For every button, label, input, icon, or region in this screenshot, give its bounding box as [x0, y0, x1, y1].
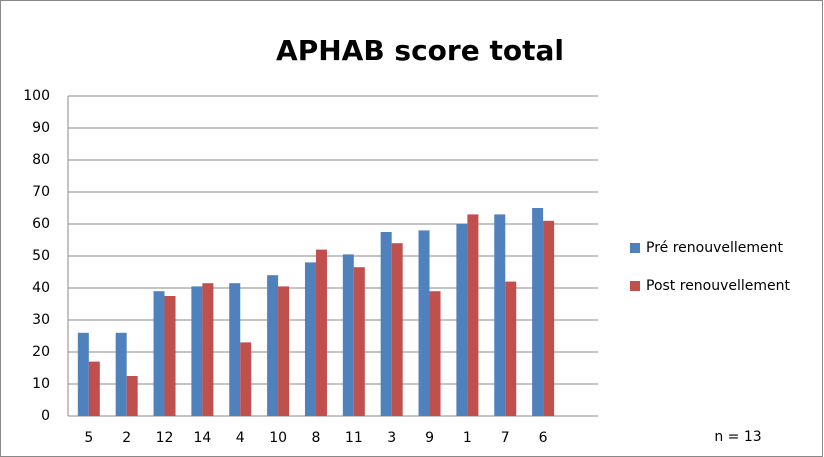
- y-tick-label: 90: [32, 120, 50, 136]
- bar: [115, 332, 127, 416]
- x-tick-label: 9: [425, 430, 434, 446]
- bar: [315, 249, 327, 416]
- x-tick-label: 2: [122, 430, 131, 446]
- bar: [380, 232, 392, 416]
- annotation: n = 13: [714, 429, 761, 445]
- bar: [505, 281, 517, 416]
- y-tick-label: 50: [32, 248, 50, 264]
- x-tick-label: 5: [84, 430, 93, 446]
- bar: [229, 283, 241, 416]
- y-tick-label: 20: [32, 344, 50, 360]
- bar: [164, 296, 176, 416]
- x-tick-label: 7: [501, 430, 510, 446]
- y-tick-label: 30: [32, 312, 50, 328]
- legend-label: Post renouvellement: [646, 278, 791, 294]
- legend-label: Pré renouvellement: [646, 240, 783, 256]
- bar: [353, 267, 365, 416]
- y-tick-label: 0: [41, 408, 50, 424]
- legend-swatch: [630, 243, 640, 253]
- x-tick-label: 14: [193, 430, 211, 446]
- bar: [278, 286, 290, 416]
- y-tick-label: 10: [32, 376, 50, 392]
- bar: [467, 214, 479, 416]
- legend-swatch: [630, 281, 640, 291]
- x-tick-label: 6: [539, 430, 548, 446]
- bar: [456, 224, 468, 416]
- x-tick-label: 4: [236, 430, 245, 446]
- x-tick-label: 8: [312, 430, 321, 446]
- y-tick-label: 100: [23, 88, 50, 104]
- chart-title: APHAB score total: [276, 34, 564, 67]
- bar: [304, 262, 316, 416]
- y-tick-label: 70: [32, 184, 50, 200]
- bar: [202, 283, 214, 416]
- bar: [88, 361, 100, 416]
- y-tick-label: 60: [32, 216, 50, 232]
- bar: [153, 291, 165, 416]
- x-tick-label: 10: [269, 430, 287, 446]
- bar: [429, 291, 441, 416]
- bar: [543, 220, 555, 416]
- bar: [532, 208, 544, 416]
- bar: [494, 214, 506, 416]
- bar: [267, 275, 279, 416]
- x-tick-label: 12: [156, 430, 174, 446]
- bar: [418, 230, 430, 416]
- x-tick-label: 3: [387, 430, 396, 446]
- bar: [77, 332, 89, 416]
- bar: [342, 254, 354, 416]
- y-tick-label: 40: [32, 280, 50, 296]
- bar: [240, 342, 252, 416]
- y-tick-label: 80: [32, 152, 50, 168]
- x-tick-label: 11: [345, 430, 363, 446]
- bar: [391, 243, 403, 416]
- bar: [191, 286, 203, 416]
- bar: [126, 376, 138, 416]
- x-tick-label: 1: [463, 430, 472, 446]
